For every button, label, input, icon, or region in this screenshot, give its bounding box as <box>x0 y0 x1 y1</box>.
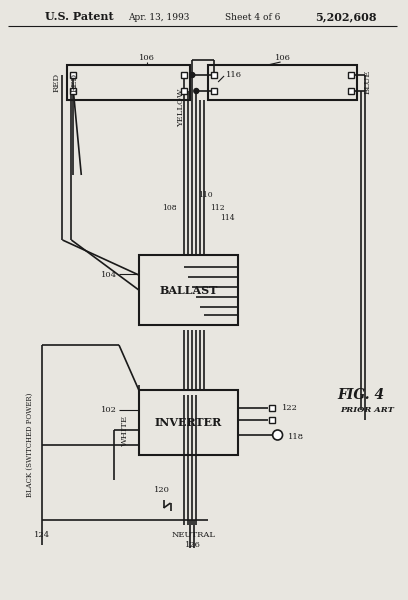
Text: 112: 112 <box>210 204 225 212</box>
Bar <box>67 65 191 100</box>
Circle shape <box>273 430 283 440</box>
Text: 108: 108 <box>162 204 177 212</box>
Text: 106: 106 <box>275 54 290 62</box>
Text: Apr. 13, 1993: Apr. 13, 1993 <box>128 13 189 22</box>
Text: 120: 120 <box>154 486 170 494</box>
Text: FIG. 4: FIG. 4 <box>337 388 384 402</box>
Text: 104: 104 <box>101 271 117 279</box>
Bar <box>71 88 76 94</box>
Text: 5,202,608: 5,202,608 <box>315 11 377 22</box>
Text: 114: 114 <box>220 214 235 222</box>
Text: BLUE: BLUE <box>364 70 372 94</box>
Circle shape <box>194 88 199 94</box>
Text: NEUTRAL: NEUTRAL <box>171 531 215 539</box>
Bar <box>208 65 357 100</box>
Text: 106: 106 <box>139 54 155 62</box>
Bar <box>348 88 354 94</box>
Text: 116: 116 <box>226 71 242 79</box>
Text: RED: RED <box>53 73 60 92</box>
Text: BLACK (SWITCHED POWER): BLACK (SWITCHED POWER) <box>26 393 34 497</box>
Text: 122: 122 <box>282 404 297 412</box>
Bar <box>182 72 187 78</box>
Bar <box>269 405 275 411</box>
Bar <box>211 72 217 78</box>
Text: 118: 118 <box>288 433 304 441</box>
Bar <box>139 255 238 325</box>
Text: 102: 102 <box>101 406 117 414</box>
Text: INVERTER: INVERTER <box>155 417 222 428</box>
Text: U.S. Patent: U.S. Patent <box>44 11 113 22</box>
Text: PRIOR ART: PRIOR ART <box>340 406 394 414</box>
Bar <box>182 88 187 94</box>
Text: WHITE: WHITE <box>121 415 129 446</box>
Text: RED: RED <box>70 73 78 92</box>
Bar <box>71 72 76 78</box>
Bar <box>269 417 275 423</box>
Text: 126: 126 <box>185 541 201 549</box>
Text: 124: 124 <box>33 531 50 539</box>
Bar <box>139 390 238 455</box>
Text: BALLAST: BALLAST <box>159 284 217 295</box>
Bar <box>348 72 354 78</box>
Circle shape <box>190 73 195 77</box>
Text: 110: 110 <box>198 191 213 199</box>
Text: YELLOW: YELLOW <box>177 89 185 127</box>
Text: Sheet 4 of 6: Sheet 4 of 6 <box>225 13 281 22</box>
Bar <box>211 88 217 94</box>
